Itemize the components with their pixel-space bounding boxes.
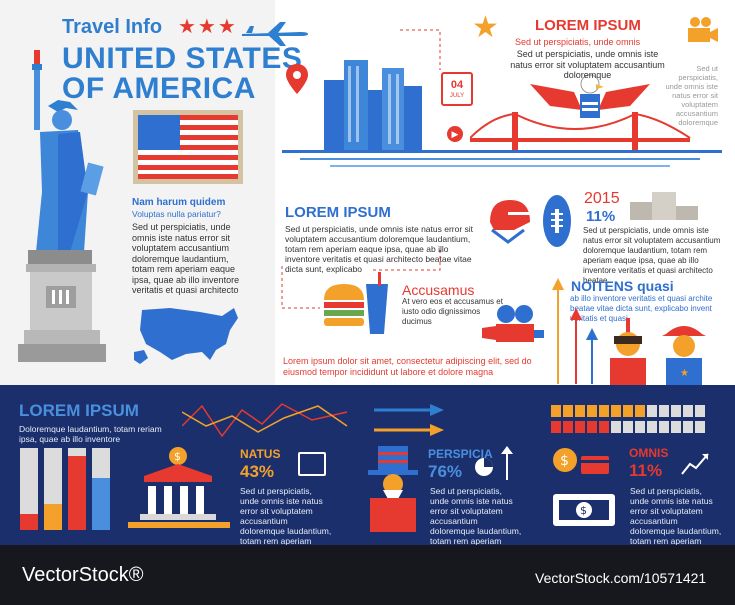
location-pin-icon <box>286 64 308 94</box>
year-label: 2015 <box>584 190 620 207</box>
natus-percent: 43% <box>240 462 275 481</box>
top-right-body: Sed ut perspiciatis, unde omnis iste nat… <box>510 49 665 80</box>
accusamus-heading: Accusamus <box>402 282 475 298</box>
mid-left-heading: LOREM IPSUM <box>285 204 391 221</box>
noitens-body: ab illo inventore veritatis et quasi arc… <box>570 294 713 323</box>
monitor-chart-icon <box>298 452 326 476</box>
left-info-heading: Nam harum quidem <box>132 197 226 208</box>
dashed-connectors <box>281 29 441 309</box>
play-button-icon: ▶ <box>447 126 463 142</box>
bottom-sub: Doloremque laudantium, totam reriam ipsa… <box>19 424 162 444</box>
water-line <box>282 150 722 153</box>
svg-text:$: $ <box>174 450 181 463</box>
film-camera-icon <box>482 305 544 342</box>
up-arrow-icon <box>501 446 513 480</box>
accusamus-body: At vero eos et accusamus et iusto odio d… <box>402 297 503 326</box>
us-flag-icon <box>133 110 243 184</box>
bar-chart-icon <box>20 448 110 530</box>
calendar-day: 04 <box>450 79 464 91</box>
left-info-body: Sed ut perspiciatis, unde omnis iste nat… <box>132 222 240 295</box>
top-right-heading: LOREM IPSUM <box>535 17 641 34</box>
svg-text:$: $ <box>580 504 587 517</box>
bank-icon: $ <box>128 447 230 528</box>
uncle-sam-icon <box>368 446 418 532</box>
top-right-sub: Sed ut perspiciatis, unde omnis <box>515 37 641 47</box>
money-icon: $ $ <box>553 448 615 526</box>
movie-camera-icon <box>688 17 718 42</box>
calendar-icon: 04 JULY <box>441 72 473 106</box>
people-icon: ★ <box>610 318 706 386</box>
star-icon: ★ <box>472 11 499 44</box>
mid-left-body: Sed ut perspiciatis, unde omnis iste nat… <box>285 224 474 274</box>
travel-info-label: Travel Info <box>62 16 163 38</box>
statue-of-liberty-icon <box>18 50 106 362</box>
water-line <box>330 165 670 167</box>
growth-arrows-icon <box>552 278 598 384</box>
title-line1: UNITED STATES <box>62 42 303 75</box>
bottom-heading: LOREM IPSUM <box>19 401 139 420</box>
svg-text:★: ★ <box>680 368 689 379</box>
pie-chart-icon <box>475 458 493 476</box>
line-chart-icon <box>182 403 348 438</box>
trend-up-icon <box>681 453 709 475</box>
us-map-icon <box>134 308 238 364</box>
eagle-icon <box>530 74 650 118</box>
red-line-text: Lorem ipsum dolor sit amet, consectetur … <box>283 356 532 377</box>
airplane-icon <box>242 22 308 46</box>
year-percent: 11% <box>586 208 616 225</box>
top-right-side-text: Sed ut perspiciatis, unde omnis iste nat… <box>665 64 718 127</box>
calendar-month: JULY <box>449 93 465 99</box>
noitens-heading: NOITENS quasi <box>571 278 674 294</box>
year-body: Sed ut perspiciatis, unde omnis iste nat… <box>583 226 721 285</box>
podium-icon <box>630 192 698 220</box>
perspicia-percent: 76% <box>428 462 463 481</box>
footer-bar <box>0 545 735 605</box>
svg-text:$: $ <box>560 453 569 469</box>
fast-food-icon <box>324 272 388 334</box>
water-line <box>300 158 700 160</box>
football-helmet-icon <box>490 200 530 244</box>
perspicia-label: PERSPICIA <box>428 447 493 461</box>
bridge-icon <box>470 112 691 150</box>
progress-blocks-icon <box>551 405 705 433</box>
footer-logo: VectorStock® <box>22 564 144 586</box>
omnis-percent: 11% <box>629 461 663 480</box>
footer-url: VectorStock.com/10571421 <box>535 570 707 586</box>
football-icon <box>543 195 571 247</box>
natus-label: NATUS <box>240 447 281 461</box>
left-info-sub: Voluptas nulla pariatur? <box>132 209 221 219</box>
omnis-label: OMNIS <box>629 446 669 460</box>
right-arrows-icon <box>374 404 444 436</box>
cityscape-icon <box>324 60 422 150</box>
title-line2: OF AMERICA <box>62 72 256 105</box>
header-stars: ★★★ <box>178 16 238 38</box>
